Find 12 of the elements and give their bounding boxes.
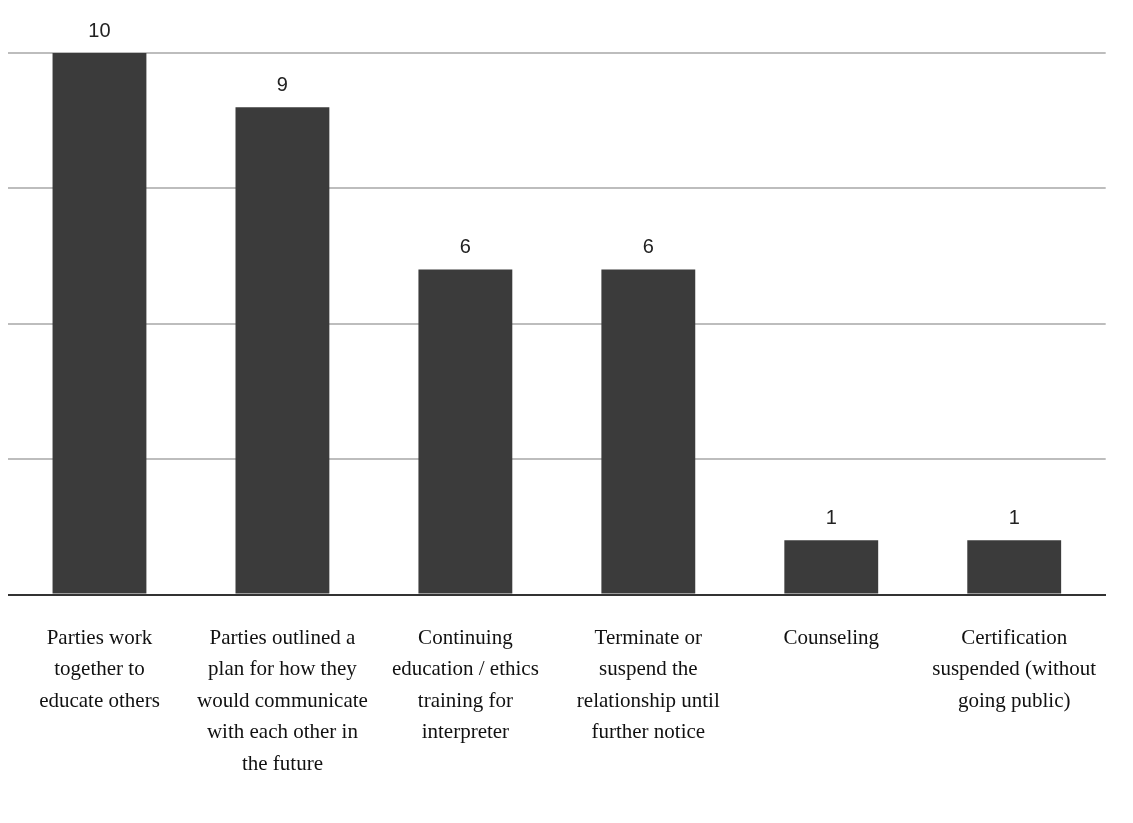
data-label: 9	[276, 72, 288, 95]
x-tick-label: Parties outlined a plan for how they would communicate with each other in the future	[196, 624, 368, 775]
data-label: 6	[459, 235, 471, 258]
x-tick-label: Continuing education / ethics training for interpreter	[391, 624, 539, 744]
x-tick-label: Terminate or suspend the relationship until further notice	[576, 624, 720, 744]
x-tick-label: Certification suspended (without going public)	[932, 624, 1097, 712]
data-label: 6	[642, 235, 654, 258]
x-tick-label: Parties work together to educate others	[39, 624, 160, 712]
x-tick-label: Counseling	[783, 624, 880, 649]
data-label: 1	[1008, 505, 1020, 528]
data-label: 1	[825, 505, 837, 528]
data-label: 10	[88, 18, 111, 41]
